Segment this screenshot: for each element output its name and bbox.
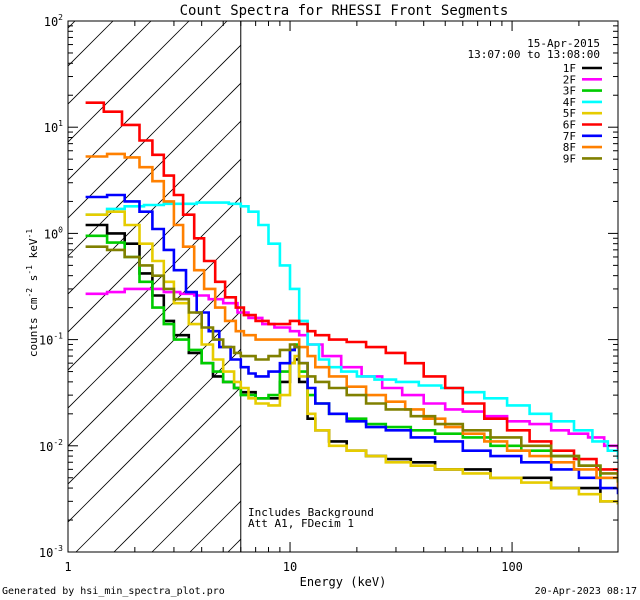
plot-frame: [67, 20, 619, 553]
series-line-4F: [85, 201, 618, 460]
hatched-region: [68, 21, 241, 552]
legend-label-2F: 2F: [563, 73, 576, 86]
legend-label-6F: 6F: [563, 119, 576, 132]
series-group: [85, 101, 618, 505]
y-tick-label: 10-2: [39, 438, 63, 454]
legend-label-9F: 9F: [563, 152, 576, 165]
annotation-attenuator: Att A1, FDecim 1: [248, 517, 354, 530]
hatch-line: [68, 158, 241, 333]
generated-by-text: Generated by hsi_min_spectra_plot.pro: [2, 586, 225, 597]
hatch-line: [68, 196, 241, 371]
series-line-8F: [85, 152, 618, 489]
annotation-background: Includes Background: [248, 506, 374, 519]
legend-label-7F: 7F: [563, 130, 576, 143]
y-tick-label: 102: [44, 13, 63, 29]
x-tick-label: 100: [501, 560, 523, 574]
hatch-line: [68, 348, 241, 523]
series-line-9F: [85, 245, 618, 483]
legend-label-8F: 8F: [563, 141, 576, 154]
hatch-line: [68, 272, 241, 447]
date-label: 15-Apr-2015: [527, 37, 600, 50]
y-tick-label: 101: [44, 119, 63, 135]
chart-title: Count Spectra for RHESSI Front Segments: [180, 3, 509, 19]
hatch-line: [68, 82, 241, 257]
time-range-label: 13:07:00 to 13:08:00: [468, 48, 600, 61]
hatch-line: [68, 234, 241, 409]
y-axis-label: counts cm-2 s-1 keV-1: [25, 229, 40, 357]
hatch-line: [68, 44, 241, 219]
hatch-line: [68, 120, 241, 295]
series-line-7F: [85, 193, 618, 495]
hatch-line: [113, 424, 241, 552]
y-tick-label: 100: [44, 225, 63, 241]
y-tick-label: 10-3: [39, 544, 63, 560]
series-line-2F: [85, 287, 618, 451]
x-tick-label: 10: [283, 560, 297, 574]
legend-label-4F: 4F: [563, 96, 576, 109]
series-line-5F: [85, 210, 618, 505]
tick-marks: [67, 20, 619, 553]
hatch-line: [68, 21, 114, 67]
y-tick-label: 10-1: [39, 332, 63, 348]
tick-labels: 1 10 100 10-3 10-2 10-1 100 101 102: [39, 13, 523, 574]
legend-label-3F: 3F: [563, 85, 576, 98]
hatch-line: [68, 21, 228, 181]
hatch-line: [68, 310, 241, 485]
hatch-line: [68, 21, 190, 143]
x-axis-label: Energy (keV): [300, 575, 387, 589]
legend-label-1F: 1F: [563, 62, 576, 75]
series-line-6F: [85, 101, 618, 478]
x-tick-label: 1: [64, 560, 71, 574]
generation-timestamp: 20-Apr-2023 08:17: [535, 586, 637, 597]
legend-label-5F: 5F: [563, 107, 576, 120]
hatch-line: [75, 386, 241, 552]
